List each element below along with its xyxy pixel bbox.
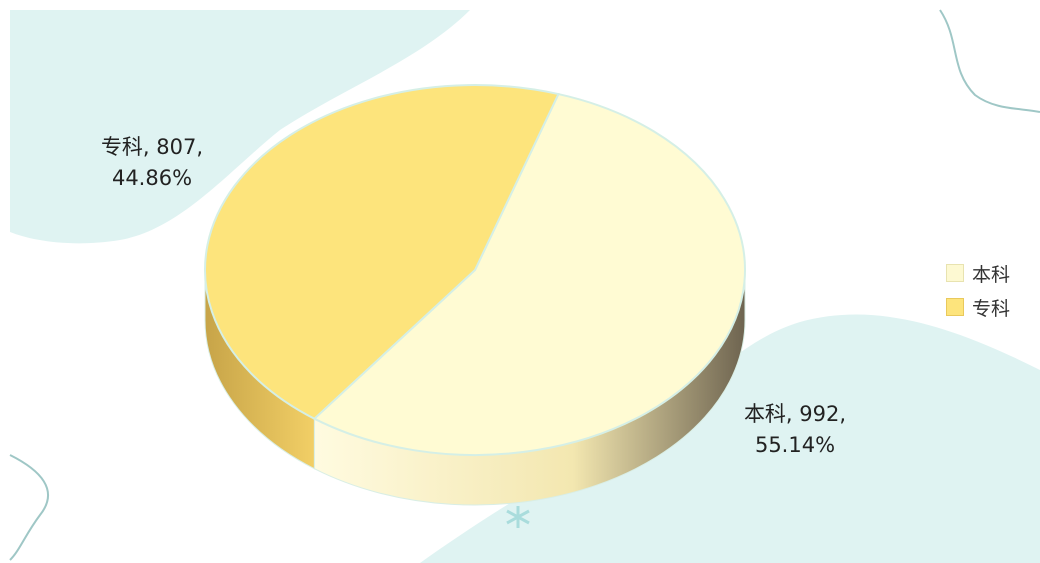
legend-swatch-associate [946,298,964,316]
data-label-bachelor-line2: 55.14% [755,433,835,457]
data-label-associate-line2: 44.86% [112,166,192,190]
legend: 本科 专科 [946,256,1010,324]
legend-label-bachelor: 本科 [972,263,1011,286]
legend-item-associate[interactable]: 专科 [946,290,1010,324]
pie-slice-associate[interactable] [204,84,560,420]
background-decoration [9,9,1040,563]
legend-swatch-bachelor [946,264,964,282]
pie-top-layer [204,84,746,456]
legend-label-associate: 专科 [972,297,1011,320]
data-label-associate-line1: 专科, 807, [101,135,203,159]
legend-item-bachelor[interactable]: 本科 [946,256,1010,290]
data-label-bachelor-line1: 本科, 992, [744,402,846,426]
pie-slice-bachelor[interactable] [312,92,746,456]
